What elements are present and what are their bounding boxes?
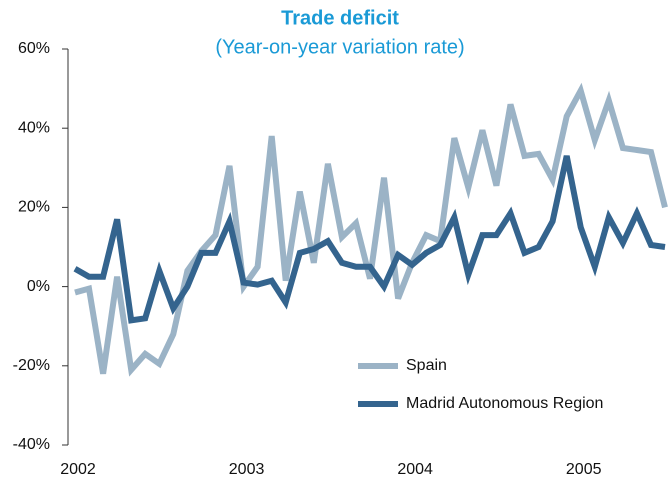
x-tick-label: 2002 bbox=[60, 461, 96, 478]
y-tick-label: 40% bbox=[18, 119, 50, 136]
series-line bbox=[74, 82, 668, 377]
chart-subtitle: (Year-on-year variation rate) bbox=[215, 36, 464, 58]
y-tick-label: -20% bbox=[13, 357, 50, 374]
x-tick-label: 2003 bbox=[229, 461, 265, 478]
y-tick-label: -40% bbox=[13, 436, 50, 453]
y-tick-label: 0% bbox=[27, 278, 50, 295]
x-tick-label: 2005 bbox=[566, 461, 602, 478]
legend-label: Spain bbox=[406, 357, 447, 374]
x-tick-label: 2004 bbox=[397, 461, 433, 478]
chart-title: Trade deficit bbox=[281, 7, 399, 29]
series-line bbox=[73, 155, 666, 324]
legend-label: Madrid Autonomous Region bbox=[406, 395, 603, 412]
y-tick-label: 60% bbox=[18, 40, 50, 57]
y-tick-label: 20% bbox=[18, 199, 50, 216]
